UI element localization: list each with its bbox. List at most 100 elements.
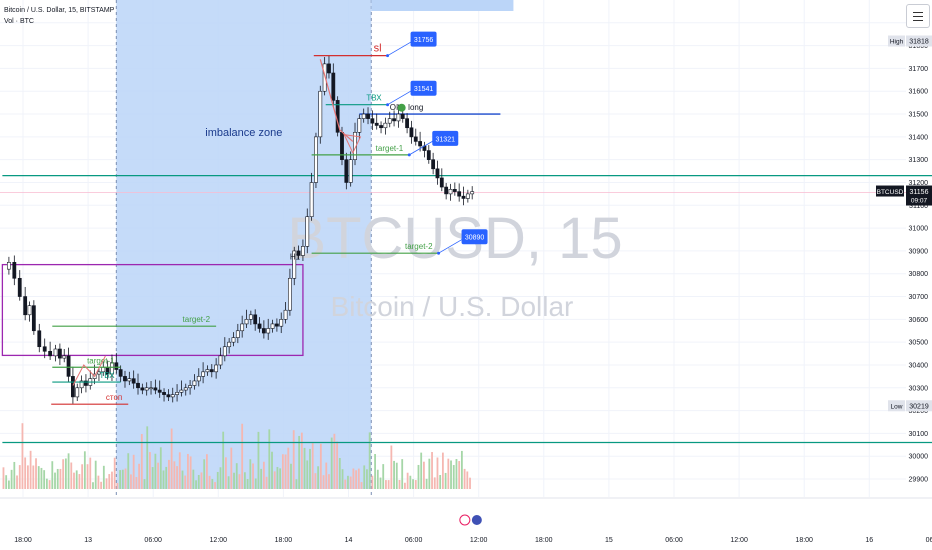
candle-body <box>413 136 418 142</box>
price-axis-low-tag <box>888 400 905 412</box>
level-label-old-stop: стоп <box>106 393 122 402</box>
candle-body <box>283 309 288 320</box>
candle-body <box>444 186 449 195</box>
volume-bar <box>97 475 100 489</box>
volume-bar <box>62 459 65 489</box>
volume-bar <box>70 462 73 489</box>
volume-bar <box>238 474 241 489</box>
price-tick-label: 30000 <box>909 454 929 461</box>
volume-bar <box>187 453 189 489</box>
candle-body <box>222 346 227 357</box>
price-tick-label: 29900 <box>909 477 929 484</box>
time-tick-label: 12:00 <box>730 537 748 544</box>
volume-bar <box>355 470 357 489</box>
level-price-tag-text: 31541 <box>414 86 434 93</box>
volume-bar <box>40 467 43 489</box>
candle-body <box>97 371 101 375</box>
level-label-sl: sl <box>374 43 382 55</box>
chart-widgets[interactable] <box>459 514 482 526</box>
volume-bar <box>89 457 92 489</box>
volume-bar <box>325 462 328 489</box>
candle-body <box>84 380 88 386</box>
candle-body <box>209 369 214 373</box>
volume-bar <box>165 466 168 489</box>
volume-bar <box>227 476 230 489</box>
candle-body <box>162 392 166 395</box>
horizontal-lines[interactable] <box>0 113 932 444</box>
candle-body <box>435 168 440 179</box>
volume-bar <box>344 479 347 489</box>
volume-indicator-label[interactable]: Vol · BTC <box>4 18 34 25</box>
volume-bar <box>262 461 265 489</box>
volume-bar <box>322 475 325 489</box>
volume-bar <box>249 459 252 489</box>
volume-bar <box>13 461 16 489</box>
arrow-head <box>343 133 362 154</box>
volume-bar <box>311 443 314 489</box>
volume-bar <box>102 465 105 489</box>
trade-levels[interactable]: sl 31756 ТВХ 31541 target-1 31321 target-2 3089… <box>51 31 488 405</box>
time-tick-label: 16 <box>865 537 873 544</box>
volume-bar <box>16 475 18 489</box>
volume-bar <box>75 470 78 489</box>
candle-body <box>314 136 318 183</box>
volume-bar <box>43 470 46 489</box>
chart-menu-button[interactable] <box>906 4 930 28</box>
callout-line <box>387 90 412 106</box>
volume-bar <box>463 468 466 489</box>
candle-body <box>75 387 80 398</box>
volume-bar <box>349 476 352 489</box>
volume-bar <box>398 479 401 489</box>
volume-bar <box>387 480 390 489</box>
level-label-old-entry: ТВХ <box>99 371 115 380</box>
volume-bar <box>83 451 86 489</box>
volume-bar <box>86 464 89 489</box>
candle-body <box>240 323 245 332</box>
volume-bar <box>252 463 254 489</box>
candle-body <box>127 378 132 382</box>
candle-body <box>266 328 271 334</box>
price-tick-label: 30500 <box>909 340 929 347</box>
candle-body <box>361 113 366 119</box>
time-tick-label: 12:00 <box>210 537 228 544</box>
price-axis-high-value: 31818 <box>909 39 929 46</box>
volume-bar <box>284 454 287 489</box>
volume-bar <box>197 474 200 489</box>
volume-bar <box>360 482 363 489</box>
volume-bar <box>56 468 59 489</box>
volume-bar <box>273 471 276 489</box>
volume-bar <box>64 458 67 489</box>
volume-bar <box>409 475 412 489</box>
candle-body <box>370 118 375 124</box>
volume-bar <box>7 480 10 489</box>
time-tick-label: 15 <box>605 537 613 544</box>
price-axis[interactable]: 29900 30000 30100 30200 30300 30400 30500 30600… <box>876 20 932 484</box>
price-tick-label: 31800 <box>909 43 929 50</box>
candle-body <box>48 350 53 357</box>
arrow-drawing <box>72 355 106 386</box>
volume-bar <box>309 448 311 489</box>
supply-box <box>1 263 304 357</box>
volume-bar <box>140 434 143 489</box>
volume-bar <box>18 465 21 489</box>
price-axis-low-value-tag <box>906 400 932 412</box>
volume-bar <box>178 452 181 489</box>
volume-bar <box>287 447 290 489</box>
volume-bar <box>319 443 322 489</box>
time-axis[interactable]: 18:00 13 06:00 12:00 18:00 14 06:00 12:00 18:00 1… <box>0 497 932 544</box>
watermark-name: Bitcoin / U.S. Dollar <box>331 291 574 322</box>
annotation-h1: H1 <box>290 253 301 262</box>
volume-bar <box>222 431 225 489</box>
volume-bar <box>433 477 436 489</box>
candle-body <box>166 394 171 398</box>
candle-body <box>257 323 262 329</box>
volume-bar <box>32 465 35 489</box>
volume-bar <box>92 482 94 489</box>
time-tick-label: 13 <box>84 537 92 544</box>
volume-bar <box>37 466 40 489</box>
level-price-tag-text: 30890 <box>465 235 485 242</box>
volume-bar <box>208 475 211 489</box>
volume-bar <box>151 467 154 489</box>
level-price-tag <box>410 31 437 47</box>
